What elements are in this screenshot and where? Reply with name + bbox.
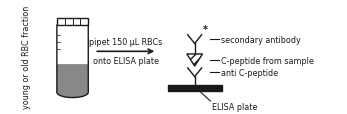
Text: secondary antibody: secondary antibody (221, 35, 301, 44)
Text: onto ELISA plate: onto ELISA plate (93, 56, 159, 65)
Polygon shape (187, 54, 203, 67)
Text: C-peptide from sample: C-peptide from sample (221, 56, 314, 65)
Bar (168, 86, 222, 91)
Text: anti C-peptide: anti C-peptide (221, 68, 278, 77)
Text: pipet 150 μL RBCs: pipet 150 μL RBCs (89, 38, 162, 47)
Bar (57, 26, 88, 92)
Bar (57, 19, 88, 26)
Polygon shape (57, 65, 88, 98)
Text: *: * (203, 25, 208, 35)
Text: ELISA plate: ELISA plate (212, 102, 257, 111)
Text: young or old RBC fraction: young or old RBC fraction (22, 6, 31, 108)
